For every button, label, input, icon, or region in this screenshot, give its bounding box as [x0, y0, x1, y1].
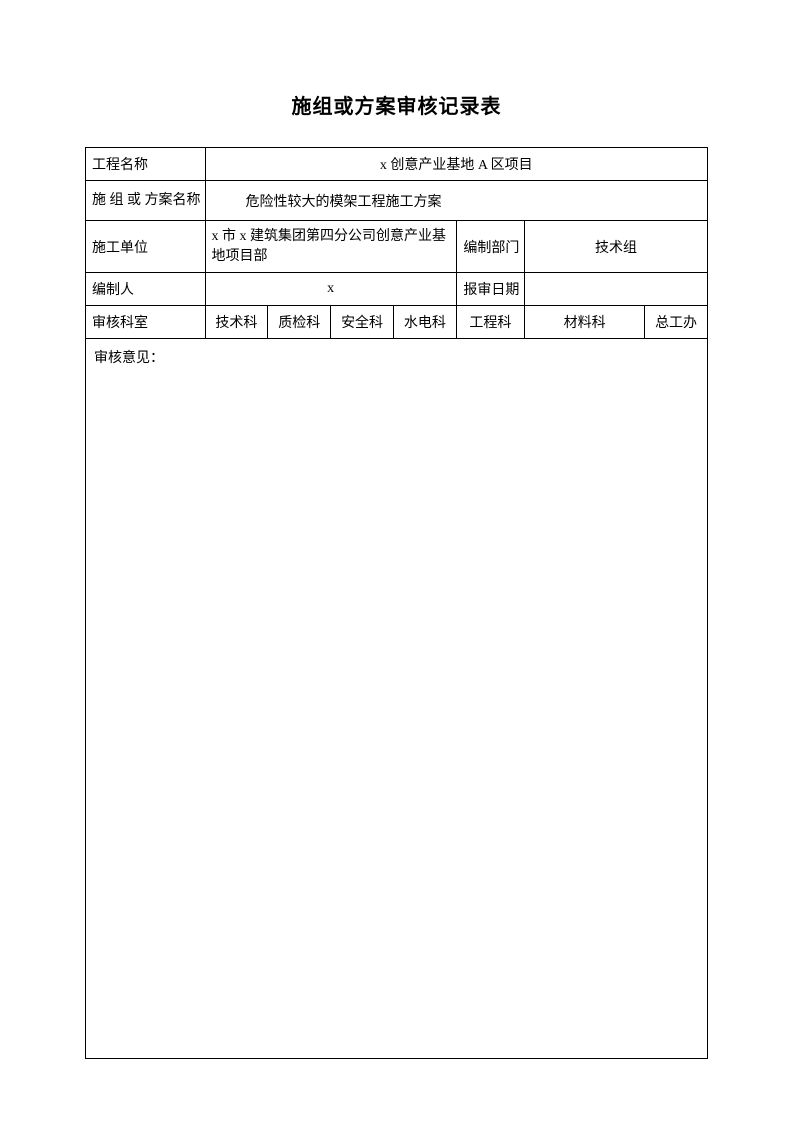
plan-name-value: 危险性较大的模架工程施工方案	[205, 181, 708, 221]
dept-cell: 工程科	[456, 306, 524, 339]
compile-dept-value: 技术组	[525, 221, 708, 273]
project-name-row: 工程名称 x 创意产业基地 A 区项目	[86, 148, 708, 181]
review-opinion-row: 审核意见：	[86, 339, 708, 1059]
plan-name-label: 施 组 或 方案名称	[86, 181, 206, 221]
compile-dept-label: 编制部门	[456, 221, 524, 273]
construction-unit-value: x 市 x 建筑集团第四分公司创意产业基地项目部	[205, 221, 456, 273]
dept-cell: 水电科	[393, 306, 456, 339]
compiler-label: 编制人	[86, 273, 206, 306]
review-record-table: 工程名称 x 创意产业基地 A 区项目 施 组 或 方案名称 危险性较大的模架工…	[85, 147, 708, 1059]
dept-cell: 总工办	[645, 306, 708, 339]
dept-cell: 安全科	[331, 306, 394, 339]
dept-cell: 材料科	[525, 306, 645, 339]
project-name-label: 工程名称	[86, 148, 206, 181]
construction-unit-row: 施工单位 x 市 x 建筑集团第四分公司创意产业基地项目部 编制部门 技术组	[86, 221, 708, 273]
review-section-label: 审核科室	[86, 306, 206, 339]
review-section-row: 审核科室 技术科 质检科 安全科 水电科 工程科 材料科 总工办	[86, 306, 708, 339]
dept-cell: 技术科	[205, 306, 268, 339]
plan-name-row: 施 组 或 方案名称 危险性较大的模架工程施工方案	[86, 181, 708, 221]
review-opinion-area: 审核意见：	[86, 339, 708, 1059]
compiler-row: 编制人 x 报审日期	[86, 273, 708, 306]
compiler-value: x	[205, 273, 456, 306]
project-name-value: x 创意产业基地 A 区项目	[205, 148, 708, 181]
submit-date-label: 报审日期	[456, 273, 524, 306]
dept-cell: 质检科	[268, 306, 331, 339]
page-title: 施组或方案审核记录表	[85, 90, 708, 119]
construction-unit-label: 施工单位	[86, 221, 206, 273]
submit-date-value	[525, 273, 708, 306]
